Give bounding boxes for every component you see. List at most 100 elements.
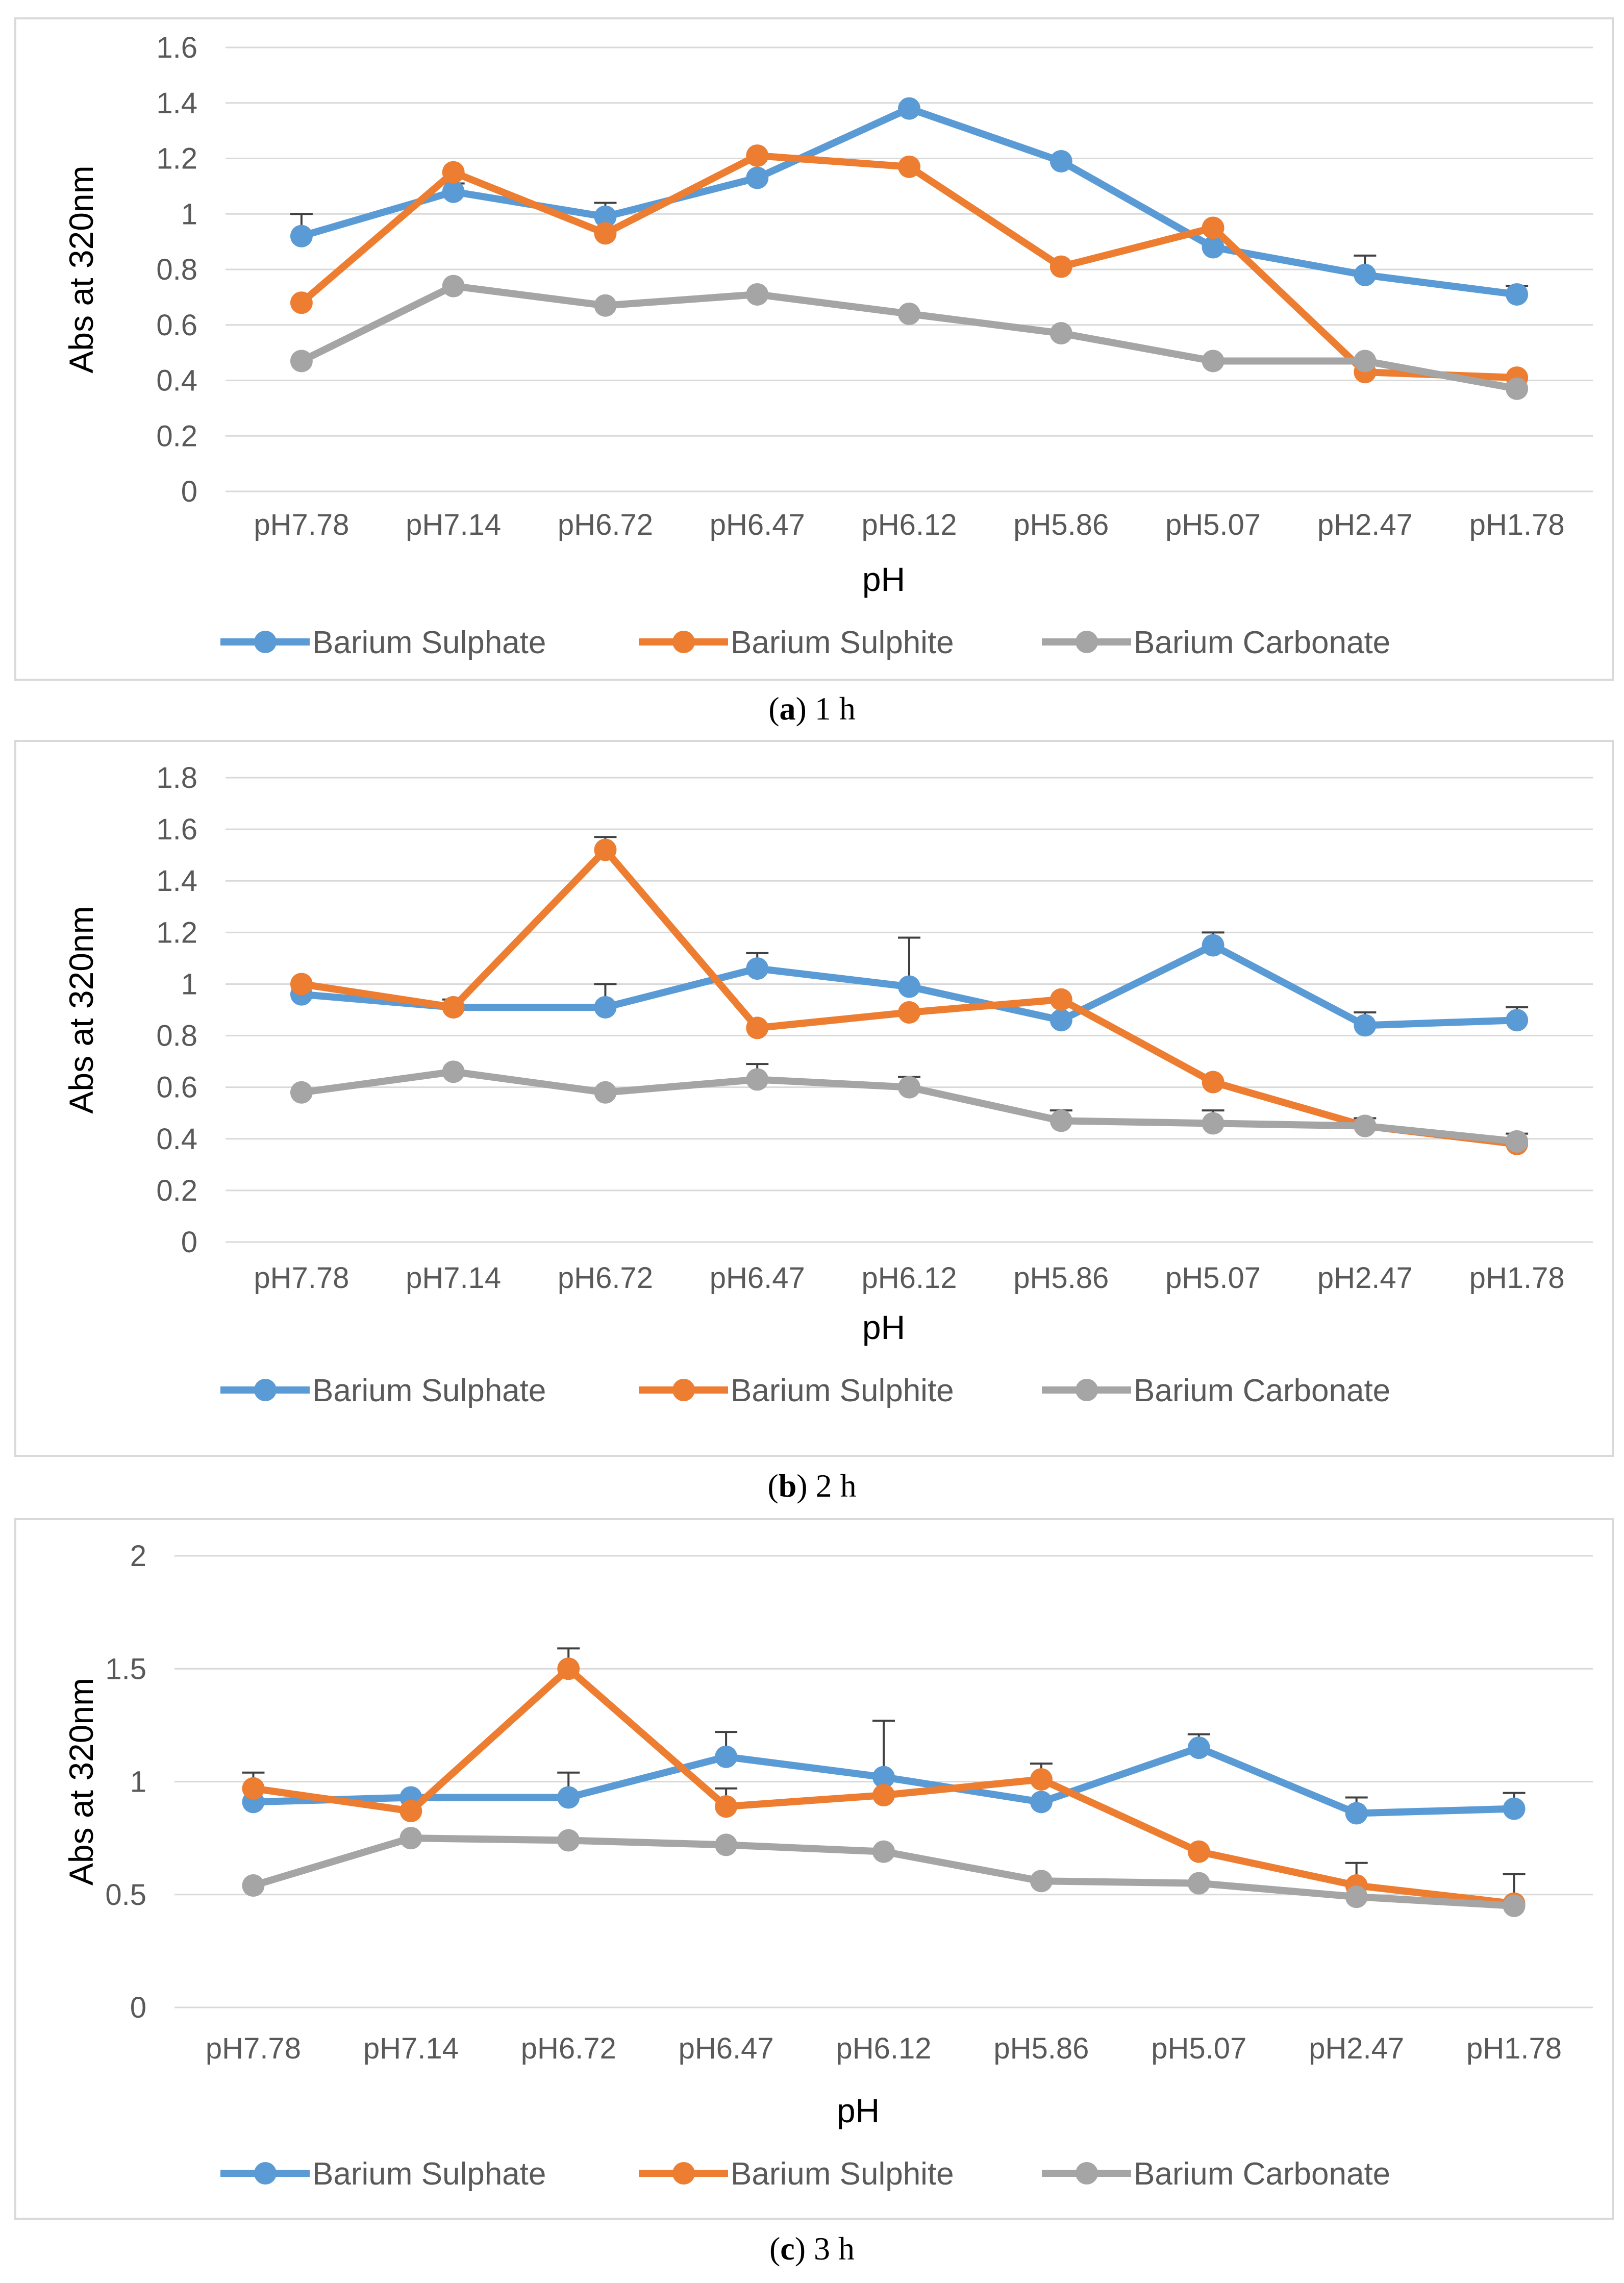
data-point-barium-sulphite [1202, 216, 1225, 239]
legend-marker-barium-sulphite [672, 1379, 695, 1401]
x-tick-label: pH6.47 [710, 1261, 805, 1295]
y-tick-label: 1.2 [156, 142, 197, 176]
chart-a-svg: 0 0.2 0.4 0.6 0.8 1 1.2 1.4 1.6 pH7.78 pH7.14 pH6.7… [62, 31, 1593, 660]
data-point-barium-carbonate [746, 1068, 769, 1091]
data-point-barium-sulphite [594, 222, 617, 245]
x-tick-label: pH7.14 [363, 2032, 459, 2065]
data-point-barium-sulphate [1345, 1802, 1368, 1825]
data-point-barium-sulphate [715, 1745, 738, 1768]
chart-panel-a: 0 0.2 0.4 0.6 0.8 1 1.2 1.4 1.6 pH7.78 pH7.14 pH6.7… [14, 17, 1614, 681]
chart-panel-b: 0 0.2 0.4 0.6 0.8 1 1.2 1.4 1.6 1.8 pH7.78 pH7.14 pH… [14, 740, 1614, 1457]
data-point-barium-sulphite [442, 996, 465, 1019]
x-tick-label: pH2.47 [1317, 1261, 1413, 1295]
data-point-barium-sulphate [1187, 1736, 1210, 1759]
chart-c-svg: 0 0.5 1 1.5 2 pH7.78 pH7.14 pH6.72 pH6.47 pH6.12 p… [62, 1540, 1593, 2192]
data-point-barium-carbonate [1202, 1112, 1225, 1135]
data-point-barium-sulphite [746, 1016, 769, 1039]
data-point-barium-carbonate [290, 350, 313, 373]
data-point-barium-sulphate [1202, 934, 1225, 957]
data-point-barium-carbonate [1187, 1872, 1210, 1895]
data-point-barium-sulphate [746, 957, 769, 980]
x-tick-label: pH6.12 [861, 508, 957, 541]
series-line-barium-carbonate [299, 282, 1518, 392]
chart-b-svg: 0 0.2 0.4 0.6 0.8 1 1.2 1.4 1.6 1.8 pH7.78 pH7.14 pH… [62, 761, 1593, 1408]
x-tick-label: pH1.78 [1469, 508, 1565, 541]
data-point-barium-sulphite [1030, 1768, 1053, 1791]
y-tick-label: 1.4 [156, 87, 197, 120]
x-tick-label: pH5.07 [1165, 1261, 1261, 1295]
data-point-barium-sulphite [557, 1657, 580, 1680]
data-point-barium-carbonate [1503, 1894, 1526, 1917]
data-point-barium-sulphite [1050, 255, 1072, 278]
data-point-barium-sulphate [594, 996, 617, 1019]
legend-label-barium-sulphite: Barium Sulphite [731, 2156, 954, 2192]
data-point-barium-carbonate [442, 275, 465, 297]
data-point-barium-carbonate [594, 294, 617, 317]
data-point-barium-sulphite [1202, 1071, 1225, 1094]
x-tick-label: pH6.72 [521, 2032, 616, 2065]
legend-marker-barium-carbonate [1076, 1379, 1098, 1401]
x-axis-label: pH [862, 1308, 905, 1346]
legend-label-barium-carbonate: Barium Carbonate [1134, 2156, 1390, 2192]
legend-marker-barium-carbonate [1076, 631, 1098, 653]
data-point-barium-carbonate [557, 1829, 580, 1852]
data-point-barium-carbonate [1030, 1870, 1053, 1893]
x-tick-label: pH7.78 [254, 508, 349, 541]
data-point-barium-sulphate [1050, 150, 1072, 172]
y-tick-label: 0 [181, 1226, 197, 1259]
x-tick-label: pH6.12 [836, 2032, 931, 2065]
x-tick-label: pH5.86 [1013, 1261, 1109, 1295]
data-point-barium-carbonate [399, 1827, 422, 1850]
y-tick-label: 0.4 [156, 1123, 197, 1156]
y-tick-label: 1 [181, 197, 197, 231]
y-tick-label: 0.4 [156, 364, 197, 398]
legend-marker-barium-sulphite [672, 631, 695, 653]
data-point-barium-carbonate [1354, 350, 1377, 373]
legend-label-barium-sulphate: Barium Sulphate [312, 625, 546, 660]
data-point-barium-carbonate [1202, 350, 1225, 373]
y-tick-label: 0.2 [156, 419, 197, 453]
y-tick-label: 1.2 [156, 916, 197, 949]
data-point-barium-sulphite [290, 291, 313, 314]
data-point-barium-sulphite [715, 1795, 738, 1818]
data-point-barium-sulphate [1202, 236, 1225, 259]
legend-label-barium-sulphate: Barium Sulphate [312, 1373, 546, 1408]
data-point-barium-sulphate [1030, 1791, 1053, 1814]
legend-marker-barium-carbonate [1076, 2162, 1098, 2185]
data-point-barium-sulphate [1354, 263, 1377, 286]
y-tick-label: 1.6 [156, 31, 197, 64]
data-point-barium-sulphate [898, 97, 920, 120]
data-point-barium-sulphite [1050, 988, 1072, 1011]
legend-label-barium-sulphite: Barium Sulphite [731, 625, 954, 660]
x-tick-label: pH6.12 [861, 1261, 957, 1295]
data-point-barium-sulphite [898, 155, 920, 178]
y-tick-label: 0.2 [156, 1174, 197, 1207]
data-point-barium-carbonate [242, 1874, 265, 1897]
y-tick-label: 0.8 [156, 1020, 197, 1053]
x-tick-label: pH6.47 [679, 2032, 774, 2065]
legend-label-barium-sulphite: Barium Sulphite [731, 1373, 954, 1408]
y-axis-label: Abs at 320nm [62, 1678, 100, 1885]
data-point-barium-carbonate [898, 1076, 920, 1099]
data-point-barium-sulphate [1503, 1797, 1526, 1820]
x-axis-label: pH [862, 560, 905, 598]
y-tick-label: 1 [130, 1766, 146, 1799]
data-point-barium-sulphite [290, 973, 313, 996]
data-point-barium-sulphite [872, 1784, 895, 1807]
chart-panel-c: 0 0.5 1 1.5 2 pH7.78 pH7.14 pH6.72 pH6.47 pH6.12 p… [14, 1518, 1614, 2220]
data-point-barium-carbonate [715, 1833, 738, 1856]
y-tick-label: 0.8 [156, 253, 197, 286]
data-point-barium-sulphate [746, 166, 769, 189]
caption-b: (b) 2 h [767, 1468, 857, 1504]
y-tick-label: 0 [130, 1991, 146, 2024]
caption-a: (a) 1 h [768, 690, 856, 727]
data-point-barium-carbonate [1050, 322, 1072, 345]
y-tick-label: 1.8 [156, 761, 197, 795]
legend-label-barium-carbonate: Barium Carbonate [1134, 1373, 1390, 1408]
data-point-barium-sulphate [594, 205, 617, 228]
data-point-barium-sulphite [399, 1800, 422, 1823]
x-tick-label: pH7.14 [406, 508, 501, 541]
data-point-barium-carbonate [290, 1081, 313, 1104]
data-point-barium-carbonate [898, 303, 920, 325]
x-axis-label: pH [837, 2092, 880, 2129]
